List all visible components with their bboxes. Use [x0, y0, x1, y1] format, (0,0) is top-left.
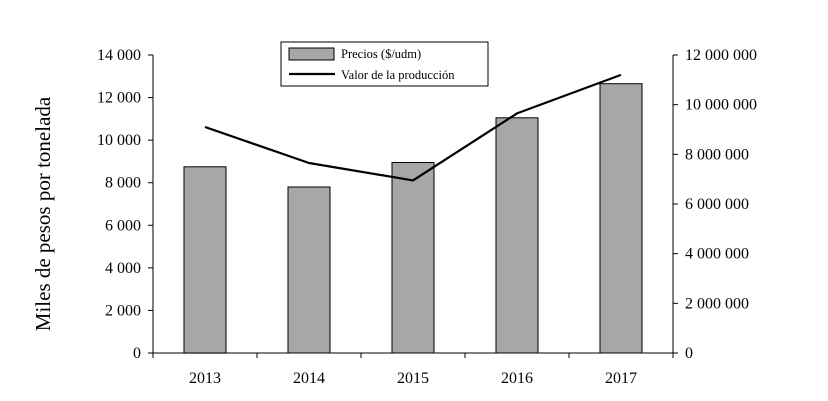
bar-2013	[183, 166, 227, 354]
right-tick-label: 4 000 000	[685, 246, 749, 263]
bar-2015	[391, 162, 435, 354]
right-tick-label: 10 000 000	[685, 97, 757, 114]
bars-group	[183, 83, 643, 354]
left-tick-label: 6 000	[105, 217, 141, 234]
right-tick-label: 8 000 000	[685, 146, 749, 163]
left-tick-label: 4 000	[105, 260, 141, 277]
x-tick-label: 2016	[501, 370, 533, 387]
line-group	[204, 73, 622, 182]
legend-bar-label: Precios ($/udm)	[341, 47, 421, 61]
left-tick-label: 0	[133, 345, 141, 362]
x-tick-label: 2013	[189, 370, 221, 387]
right-tick-label: 0	[685, 345, 693, 362]
bar-2014	[287, 186, 331, 354]
bar-2016	[495, 117, 539, 354]
left-tick-label: 2 000	[105, 302, 141, 319]
bar-2017	[599, 83, 643, 354]
legend-line-label: Valor de la producción	[341, 68, 455, 82]
x-tick-label: 2014	[293, 370, 325, 387]
right-tick-label: 6 000 000	[685, 196, 749, 213]
left-tick-label: 8 000	[105, 175, 141, 192]
left-tick-label: 12 000	[97, 90, 141, 107]
left-tick-label: 14 000	[97, 47, 141, 64]
right-tick-label: 2 000 000	[685, 295, 749, 312]
legend-bar-swatch	[288, 47, 335, 61]
x-tick-label: 2015	[397, 370, 429, 387]
axes-group	[148, 54, 678, 358]
labels-group: 0 2 000 4 000 6 000 8 000 10 000 12 000 14 000 0…	[97, 47, 757, 387]
right-tick-label: 12 000 000	[685, 47, 757, 64]
x-tick-label: 2017	[605, 370, 637, 387]
legend: Precios ($/udm) Valor de la producción	[280, 41, 489, 87]
y-axis-title: Miles de pesos por tonelada	[31, 96, 55, 331]
left-tick-label: 10 000	[97, 132, 141, 149]
